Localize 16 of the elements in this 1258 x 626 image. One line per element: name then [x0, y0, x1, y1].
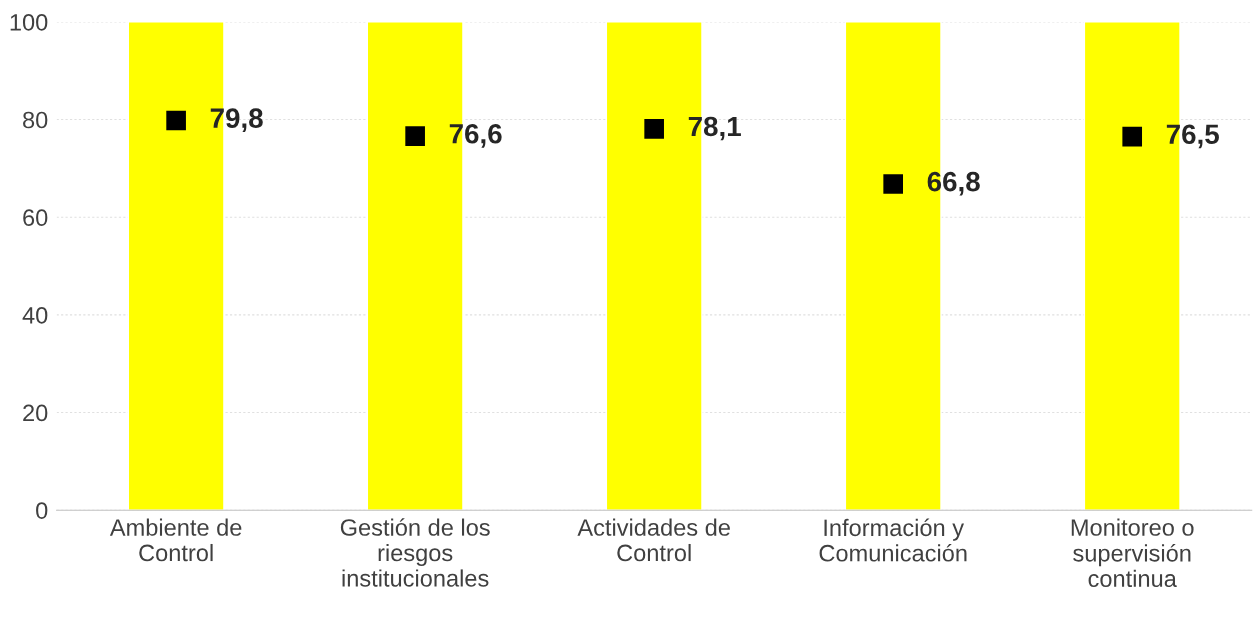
point	[166, 110, 186, 131]
y-tick-label: 100	[10, 13, 48, 31]
point	[1122, 126, 1143, 147]
x-tick-label: Gestión de los riesgos institucionales	[340, 518, 490, 587]
point	[644, 119, 664, 139]
point	[883, 174, 903, 194]
x-tick-label: Información y Comunicación	[819, 518, 967, 562]
y-tick-label: 40	[22, 306, 48, 324]
point	[405, 126, 425, 146]
y-tick-label: 0	[36, 502, 48, 519]
y-tick-label: 80	[23, 111, 48, 129]
y-tick-label: 60	[23, 209, 48, 227]
x-tick-label: Monitoreo o supervisión continua	[1071, 518, 1194, 588]
x-tick-label: Ambiente de Control	[109, 518, 242, 562]
y-tick-label: 20	[23, 404, 48, 422]
x-tick-label: Actividades de Control	[577, 518, 730, 562]
